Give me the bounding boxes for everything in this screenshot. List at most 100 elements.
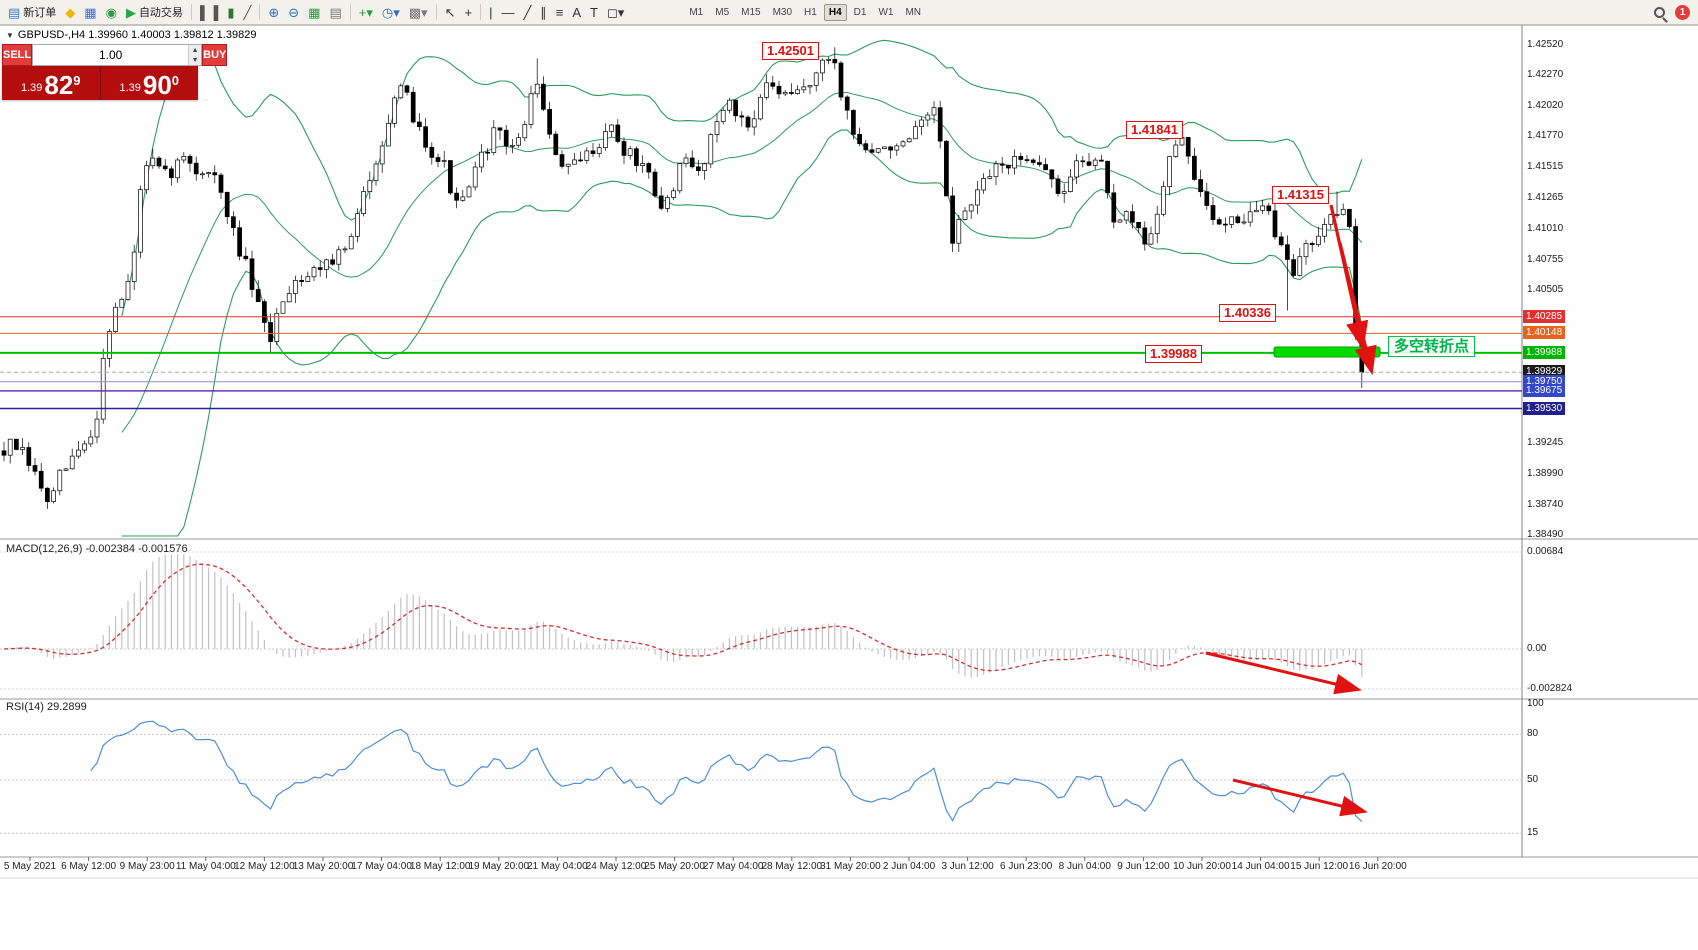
buy-price[interactable]: 1.39 90 0 <box>101 66 199 100</box>
timeframe-h4[interactable]: H4 <box>823 3 847 21</box>
volume-down-button[interactable]: ▼ <box>189 55 202 65</box>
volume-up-button[interactable]: ▲ <box>189 45 202 55</box>
time-axis-label: 31 May 20:00 <box>820 861 881 872</box>
new-order-button[interactable]: ▤ 新订单 <box>4 2 60 22</box>
channel-icon[interactable]: ∥ <box>536 4 551 21</box>
metaeditor-icon-glyph: ◆ <box>65 4 76 20</box>
vertical-line-icon[interactable]: | <box>485 4 496 21</box>
volume-input[interactable] <box>33 45 189 65</box>
cursor-icon[interactable]: ↖ <box>441 4 460 21</box>
macd-axis-max: 0.00684 <box>1527 546 1564 557</box>
horizontal-line-icon-glyph: — <box>501 4 515 20</box>
price-axis-tick: 1.39245 <box>1527 437 1564 449</box>
text-icon[interactable]: A <box>568 4 585 21</box>
price-tag-level-blue-2: 1.39675 <box>1523 383 1566 397</box>
timeframe-m15[interactable]: M15 <box>741 6 761 18</box>
indicator-list-icon[interactable]: ▤ <box>325 4 345 21</box>
turning-point-annotation[interactable]: 多空转折点 <box>1388 336 1476 357</box>
crosshair-icon[interactable]: + <box>460 4 476 21</box>
time-axis-label: 3 Jun 12:00 <box>941 861 994 872</box>
time-axis-label: 9 Jun 12:00 <box>1117 861 1170 872</box>
template-dropdown[interactable]: ▩▾ <box>405 4 432 21</box>
time-axis-label: 6 Jun 23:00 <box>1000 861 1053 872</box>
sell-price[interactable]: 1.39 82 9 <box>2 66 100 100</box>
time-axis-label: 17 May 04:00 <box>351 861 412 872</box>
timeframe-d1[interactable]: D1 <box>853 6 867 18</box>
time-axis-label: 24 May 12:00 <box>585 861 647 872</box>
bar-chart-icon-glyph: ▌▐ <box>199 4 219 20</box>
search-icon[interactable] <box>1654 6 1665 18</box>
timeframe-w1[interactable]: W1 <box>878 6 894 18</box>
label-icon[interactable]: T <box>586 4 602 21</box>
new-order-button-label: 新订单 <box>23 7 57 19</box>
metaeditor-icon[interactable]: ◆ <box>61 4 79 21</box>
timeframe-m30[interactable]: M30 <box>772 6 793 18</box>
timeframe-m5[interactable]: M5 <box>715 6 730 18</box>
price-callout[interactable]: 1.39988 <box>1145 345 1202 363</box>
candles-layer <box>1 47 1365 509</box>
toolbar-right-group: 1 <box>1654 4 1694 20</box>
price-callout[interactable]: 1.40336 <box>1219 304 1276 322</box>
toolbar-separator <box>190 4 192 20</box>
price-axis-tick: 1.42270 <box>1527 69 1564 81</box>
buy-button[interactable]: BUY <box>202 44 228 66</box>
market-watch-icon[interactable]: ▦ <box>80 4 100 21</box>
time-axis-label: 9 May 23:00 <box>119 861 175 872</box>
period-dropdown[interactable]: ◷▾ <box>378 4 404 21</box>
main-toolbar: ▤ 新订单 ◆ ▦ ◉ ▶ 自动交易 ▌▐ ▮ ╱ ⊕ ⊖ ▦ ▤ +▾ ◷▾ ▩▾ ↖ + | — ╱ ∥ ≡ A T ◻▾ M1… <box>0 0 1698 25</box>
price-callout[interactable]: 1.41841 <box>1126 121 1183 139</box>
tile-windows-icon[interactable]: ▦ <box>304 4 324 21</box>
time-axis-label: 18 May 12:00 <box>409 861 471 872</box>
sell-button[interactable]: SELL <box>2 44 33 66</box>
zoom-in-icon-glyph: ⊕ <box>268 4 280 20</box>
zoom-out-icon[interactable]: ⊖ <box>284 4 303 21</box>
autotrading-button[interactable]: ▶ 自动交易 <box>122 2 187 22</box>
price-tag-resistance-lower: 1.40148 <box>1523 326 1566 340</box>
channel-icon-glyph: ∥ <box>540 4 547 20</box>
price-callout[interactable]: 1.42501 <box>762 42 819 60</box>
price-tag-resistance-upper: 1.40285 <box>1523 309 1566 323</box>
shapes-dropdown-glyph: ◻▾ <box>607 4 625 20</box>
add-indicator-dropdown[interactable]: +▾ <box>355 4 377 21</box>
price-axis-tick: 1.41265 <box>1527 191 1564 203</box>
time-axis-label: 14 Jun 04:00 <box>1231 861 1290 872</box>
notification-badge[interactable]: 1 <box>1675 4 1690 20</box>
rsi-axis-80: 80 <box>1527 728 1539 740</box>
price-axis-tick: 1.38990 <box>1527 468 1564 480</box>
price-axis-tick: 1.41515 <box>1527 161 1564 173</box>
horizontal-line-icon[interactable]: — <box>497 4 518 21</box>
time-axis-label: 11 May 04:00 <box>175 861 236 872</box>
tile-windows-icon-glyph: ▦ <box>308 4 321 20</box>
trendline-icon[interactable]: ╱ <box>519 4 535 21</box>
timeframe-h1[interactable]: H1 <box>804 6 817 18</box>
toolbar-separator <box>480 4 482 20</box>
macd-indicator-label: MACD(12,26,9) -0.002384 -0.001576 <box>6 543 188 555</box>
cursor-icon-glyph: ↖ <box>444 4 456 20</box>
red-arrow-4[interactable] <box>1232 778 1368 817</box>
bar-chart-icon[interactable]: ▌▐ <box>196 4 222 21</box>
line-chart-icon[interactable]: ╱ <box>240 4 256 21</box>
label-icon-glyph: T <box>590 4 598 20</box>
candlestick-chart-icon[interactable]: ▮ <box>223 4 238 21</box>
price-callout[interactable]: 1.41315 <box>1272 186 1329 204</box>
macd-signal-line <box>3 563 1363 672</box>
rsi-line <box>90 720 1363 823</box>
time-axis-label: 8 Jun 04:00 <box>1058 861 1111 872</box>
zoom-in-icon[interactable]: ⊕ <box>264 4 283 21</box>
market-watch-icon-glyph: ▦ <box>84 4 97 20</box>
symbol-ohlc-text: GBPUSD-,H4 1.39960 1.40003 1.39812 1.398… <box>17 29 257 41</box>
collapse-trade-panel-icon[interactable]: ▼ <box>6 30 14 40</box>
autotrading-button-label: 自动交易 <box>138 7 183 19</box>
timeframe-mn[interactable]: MN <box>905 6 921 18</box>
data-window-icon[interactable]: ◉ <box>102 4 121 21</box>
timeframe-m1[interactable]: M1 <box>689 6 704 18</box>
data-window-icon-glyph: ◉ <box>105 4 117 20</box>
price-axis-tick: 1.41770 <box>1527 130 1564 142</box>
price-axis-tick: 1.40505 <box>1527 283 1564 295</box>
shapes-dropdown[interactable]: ◻▾ <box>603 4 628 21</box>
red-arrow-2[interactable] <box>1338 242 1377 376</box>
red-arrow-3[interactable] <box>1205 651 1362 695</box>
fibonacci-icon[interactable]: ≡ <box>552 4 568 21</box>
time-axis-label: 25 May 20:00 <box>644 861 705 872</box>
